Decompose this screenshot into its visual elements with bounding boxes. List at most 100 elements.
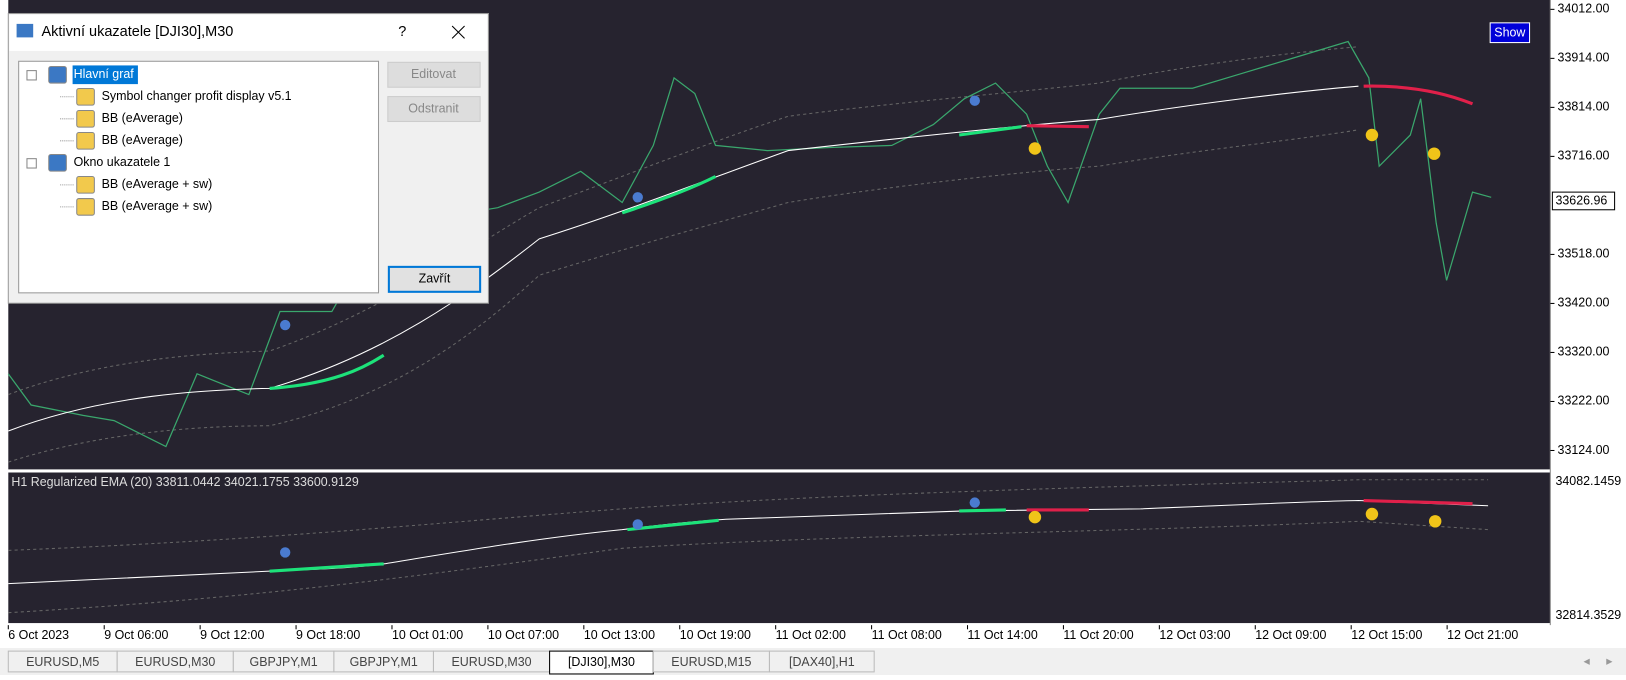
close-label: Zavřít (419, 272, 451, 286)
buy-signal (969, 497, 980, 508)
indicator-icon (76, 176, 95, 194)
price-label: 34012.00 (1558, 2, 1610, 16)
time-label: 9 Oct 18:00 (296, 628, 360, 642)
tab-label: GBPJPY,M1 (250, 655, 318, 669)
show-label: Show (1494, 26, 1526, 40)
tree-label[interactable]: BB (eAverage + sw) (102, 199, 213, 213)
dialog: Aktivní ukazatele [DJI30],M30 ? Hlavní g… (7, 12, 489, 304)
edit-label: Editovat (411, 67, 456, 81)
tree-label[interactable]: BB (eAverage) (102, 133, 183, 147)
time-label: 12 Oct 09:00 (1255, 628, 1326, 642)
scroll-right[interactable]: ▸ (1606, 654, 1612, 668)
tab-label: EURUSD,M5 (26, 655, 99, 669)
window-icon (48, 65, 67, 84)
ema-up (959, 125, 1022, 137)
tree-label[interactable]: BB (eAverage + sw) (102, 177, 213, 191)
edit-button[interactable] (387, 61, 481, 88)
dialog-title: Aktivní ukazatele [DJI30],M30 (41, 24, 233, 40)
time-label: 12 Oct 03:00 (1159, 628, 1230, 642)
tab-label: GBPJPY,M1 (350, 655, 418, 669)
time-label: 6 Oct 2023 (8, 628, 69, 642)
show-button[interactable] (1489, 22, 1531, 44)
time-label: 10 Oct 01:00 (392, 628, 463, 642)
buy-signal (279, 547, 291, 558)
tab[interactable] (768, 650, 875, 673)
sell-signal (1028, 142, 1042, 155)
tabs: EURUSD,M5 EURUSD,M30 GBPJPY,M1 GBPJPY,M1 EUR… (7, 650, 875, 675)
sub-chart (8, 472, 1551, 624)
sell-signal (1365, 507, 1379, 521)
indicator-icon (76, 109, 95, 128)
ema-up (269, 353, 385, 390)
current-price-box (1551, 191, 1616, 211)
upper-band (8, 46, 1359, 396)
sub-ema-up (269, 562, 384, 573)
indicator-icon (76, 87, 95, 106)
sell-signal (1028, 510, 1042, 524)
time-axis: 6 Oct 2023 9 Oct 06:00 9 Oct 12:00 9 Oct 18… (7, 625, 1518, 642)
help-button[interactable]: ? (398, 24, 406, 40)
remove-button[interactable] (387, 96, 481, 123)
tab-label: [DAX40],H1 (789, 655, 855, 669)
time-label: 11 Oct 02:00 (776, 628, 846, 642)
sell-signal (1427, 147, 1441, 160)
tree-label[interactable]: Okno ukazatele 1 (74, 155, 171, 169)
ema-down (1363, 84, 1474, 106)
tab-label: EURUSD,M30 (451, 655, 531, 669)
sub-ema-up (959, 508, 1006, 513)
buy-signal (632, 192, 643, 203)
time-label: 11 Oct 14:00 (968, 628, 1038, 642)
tree-toggle[interactable] (26, 158, 37, 169)
buy-signal (279, 319, 291, 331)
tab-label: EURUSD,M30 (135, 655, 215, 669)
main-plot (7, 40, 1492, 463)
sub-plot (8, 479, 1489, 614)
tree-toggle[interactable] (26, 70, 37, 81)
ema-down (1026, 124, 1089, 129)
price-label: 33124.00 (1558, 443, 1610, 457)
time-label: 12 Oct 15:00 (1351, 628, 1422, 642)
time-label: 9 Oct 06:00 (104, 628, 168, 642)
tab-label: EURUSD,M15 (671, 655, 751, 669)
indicator-label: H1 Regularized EMA (20) 33811.0442 34021… (11, 475, 358, 489)
close-icon[interactable] (451, 25, 465, 39)
sub-ema-down (1363, 498, 1473, 506)
price-label: 33814.00 (1558, 100, 1610, 114)
price-label: 33518.00 (1558, 247, 1610, 261)
buy-signal (969, 95, 980, 106)
tree-label[interactable]: BB (eAverage) (102, 111, 183, 125)
buy-signal (632, 519, 643, 530)
sub-ema-up (627, 518, 719, 532)
tree-items: Hlavní graf Symbol changer profit display… (26, 65, 292, 216)
dialog-icon (16, 23, 34, 38)
ema-up (621, 175, 717, 215)
sub-lower-band (8, 520, 1489, 614)
time-label: 9 Oct 12:00 (200, 628, 264, 642)
close-button[interactable] (387, 265, 482, 293)
sell-signal (1428, 515, 1442, 528)
sub-axis-label: 34082.1459 (1555, 474, 1621, 488)
current-price: 33626.96 (1555, 194, 1607, 208)
remove-label: Odstranit (408, 101, 459, 115)
dialog-titlebar (9, 14, 488, 51)
price-axis: 34012.00 33914.00 33814.00 33716.00 33518.00… (1550, 2, 1609, 457)
ema (8, 85, 1359, 432)
sub-upper-band (8, 479, 1489, 551)
sell-signal (1365, 128, 1379, 142)
tree-label[interactable]: Hlavní graf (74, 67, 135, 81)
scroll-left[interactable]: ◂ (1583, 654, 1589, 668)
signals (279, 95, 1442, 558)
tree-label[interactable]: Symbol changer profit display v5.1 (102, 89, 292, 103)
price-label: 33914.00 (1558, 51, 1610, 65)
price-label: 33420.00 (1558, 296, 1610, 310)
time-label: 11 Oct 20:00 (1063, 628, 1133, 642)
indicator-icon (76, 131, 95, 150)
window-icon (48, 154, 67, 172)
time-label: 10 Oct 07:00 (488, 628, 559, 642)
time-label: 10 Oct 13:00 (584, 628, 655, 642)
lower-band (8, 129, 1359, 463)
price-label: 33320.00 (1558, 345, 1610, 359)
price-line (7, 40, 1492, 448)
time-label: 11 Oct 08:00 (872, 628, 942, 642)
